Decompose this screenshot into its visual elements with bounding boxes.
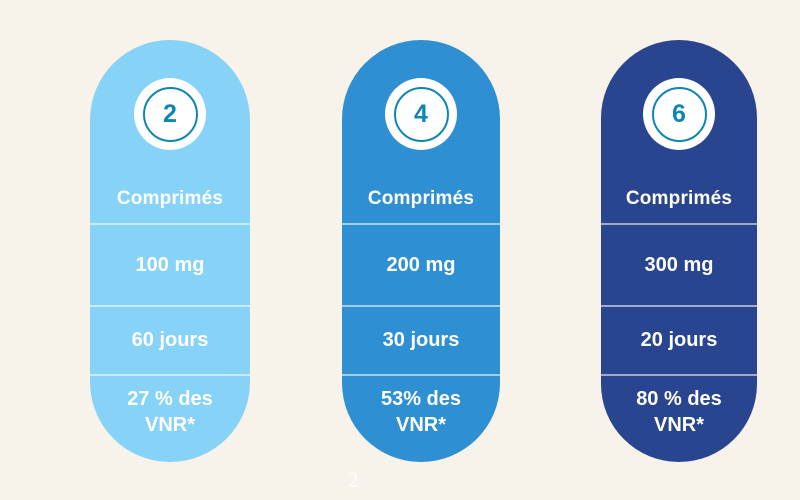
duration-value: 30 jours — [342, 305, 500, 374]
count-circle: 2 — [134, 78, 206, 150]
dose-card-6-comprimes: 6 Comprimés 300 mg 20 jours 80 % des VNR… — [601, 40, 757, 462]
tablets-label: Comprimés — [367, 188, 475, 209]
dose-card-2-comprimes: 2 Comprimés 100 mg 60 jours 27 % des VNR… — [90, 40, 250, 462]
tablets-label: Comprimés — [625, 188, 733, 209]
vnr-line2: VNR* — [144, 414, 195, 436]
tablet-count: 4 — [393, 86, 449, 142]
card-top: 6 Comprimés — [601, 40, 757, 223]
duration-value: 20 jours — [601, 305, 757, 374]
vnr-line1: 80 % des — [636, 388, 722, 410]
vnr-percentage: 27 % des VNR* — [90, 374, 250, 462]
duration-value: 60 jours — [90, 305, 250, 374]
vnr-percentage: 80 % des VNR* — [601, 374, 757, 462]
dose-value: 100 mg — [90, 223, 250, 305]
page-number: 2 — [348, 468, 359, 492]
vnr-percentage: 53% des VNR* — [342, 374, 500, 462]
vnr-line2: VNR* — [653, 414, 704, 436]
dose-card-4-comprimes: 4 Comprimés 200 mg 30 jours 53% des VNR* — [342, 40, 500, 462]
dose-value: 200 mg — [342, 223, 500, 305]
vnr-line2: VNR* — [395, 414, 446, 436]
vnr-line1: 53% des — [380, 388, 462, 410]
dose-value: 300 mg — [601, 223, 757, 305]
vnr-line1: 27 % des — [127, 388, 213, 410]
tablet-count: 2 — [142, 86, 198, 142]
tablet-count: 6 — [651, 86, 707, 142]
count-circle: 6 — [643, 78, 715, 150]
tablets-label: Comprimés — [116, 188, 224, 209]
card-top: 4 Comprimés — [342, 40, 500, 223]
count-circle: 4 — [385, 78, 457, 150]
card-top: 2 Comprimés — [90, 40, 250, 223]
